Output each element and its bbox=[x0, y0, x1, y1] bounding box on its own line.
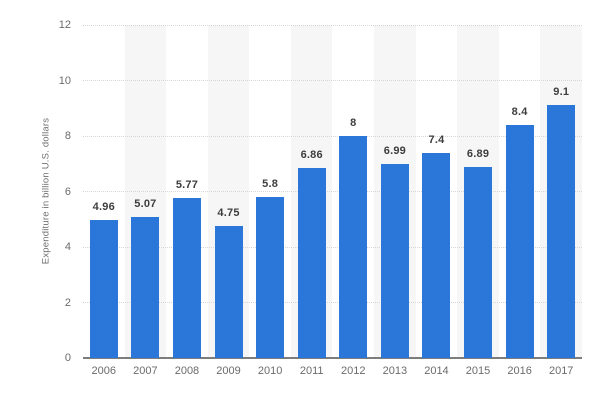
bar-2013[interactable] bbox=[380, 164, 409, 358]
gridline bbox=[83, 191, 582, 192]
value-label: 8 bbox=[350, 117, 357, 129]
value-label: 4.75 bbox=[217, 207, 240, 220]
bar-2017[interactable] bbox=[547, 105, 576, 358]
x-tick-label: 2015 bbox=[465, 365, 491, 377]
x-tick-label: 2006 bbox=[91, 365, 117, 377]
x-tick-label: 2009 bbox=[216, 365, 241, 377]
y-tick-label: 12 bbox=[58, 19, 71, 31]
value-label: 6.99 bbox=[383, 145, 406, 158]
x-tick-label: 2017 bbox=[548, 365, 574, 377]
bar-2006[interactable] bbox=[89, 220, 118, 358]
gridline bbox=[83, 80, 582, 81]
gridline bbox=[83, 302, 582, 303]
gridline bbox=[83, 24, 582, 26]
y-tick-label: 2 bbox=[64, 296, 71, 309]
x-axis-line bbox=[83, 357, 582, 359]
bar-2009[interactable] bbox=[214, 226, 243, 358]
value-label: 5.8 bbox=[262, 178, 279, 191]
x-tick-label: 2016 bbox=[507, 365, 532, 377]
value-label: 6.86 bbox=[300, 148, 323, 161]
value-label: 7.4 bbox=[428, 133, 445, 146]
bar-2015[interactable] bbox=[464, 166, 493, 358]
value-label: 9.1 bbox=[553, 86, 570, 99]
x-tick-label: 2012 bbox=[341, 365, 366, 377]
x-tick-label: 2011 bbox=[299, 365, 324, 377]
y-tick-label: 6 bbox=[64, 185, 71, 198]
value-label: 5.77 bbox=[175, 178, 199, 191]
bar-2011[interactable] bbox=[297, 167, 326, 358]
bar-2014[interactable] bbox=[422, 152, 451, 358]
y-tick-label: 0 bbox=[64, 352, 71, 364]
bar-2008[interactable] bbox=[172, 197, 201, 358]
bar-2010[interactable] bbox=[256, 197, 285, 358]
value-label: 8.4 bbox=[511, 105, 528, 118]
y-tick-label: 10 bbox=[58, 74, 71, 87]
x-tick-label: 2008 bbox=[174, 365, 200, 377]
x-tick-label: 2014 bbox=[424, 365, 449, 377]
bar-2012[interactable] bbox=[339, 136, 368, 358]
x-tick-label: 2013 bbox=[382, 365, 408, 377]
value-label: 5.07 bbox=[134, 198, 157, 211]
value-label: 4.96 bbox=[92, 201, 115, 214]
gridline bbox=[83, 135, 582, 137]
y-tick-label: 8 bbox=[64, 130, 71, 142]
bar-2007[interactable] bbox=[131, 217, 160, 358]
gridline bbox=[83, 246, 582, 248]
y-tick-label: 4 bbox=[64, 241, 71, 253]
x-tick-label: 2010 bbox=[257, 365, 283, 377]
bar-2016[interactable] bbox=[505, 124, 534, 358]
x-tick-label: 2007 bbox=[133, 365, 158, 377]
value-label: 6.89 bbox=[466, 147, 490, 160]
